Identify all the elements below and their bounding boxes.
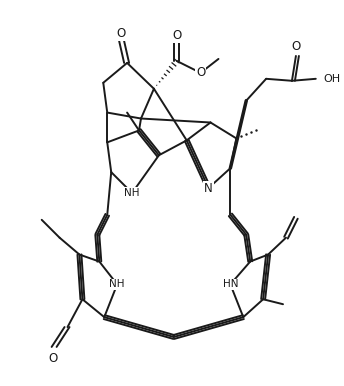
Text: O: O bbox=[291, 39, 301, 52]
Text: NH: NH bbox=[124, 188, 140, 198]
Text: NH: NH bbox=[109, 279, 125, 290]
Text: OH: OH bbox=[324, 74, 341, 84]
Text: O: O bbox=[196, 66, 205, 80]
Text: O: O bbox=[172, 29, 181, 42]
Text: O: O bbox=[117, 27, 126, 40]
Text: HN: HN bbox=[223, 279, 238, 290]
Text: O: O bbox=[48, 352, 57, 365]
Text: N: N bbox=[204, 181, 213, 195]
